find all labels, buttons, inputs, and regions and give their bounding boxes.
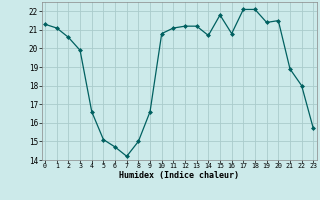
X-axis label: Humidex (Indice chaleur): Humidex (Indice chaleur) [119,171,239,180]
